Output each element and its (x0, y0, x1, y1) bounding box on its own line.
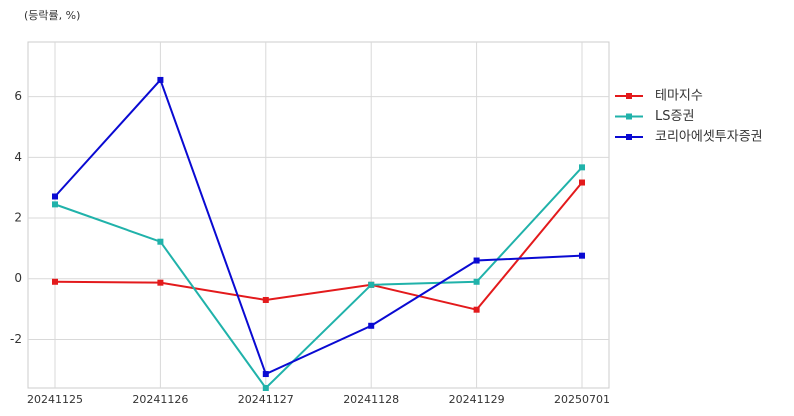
point-marker (473, 257, 480, 264)
y-tick-label: 6 (14, 89, 22, 103)
legend-marker (626, 134, 632, 140)
legend-label: 코리아에셋투자증권 (655, 130, 763, 145)
x-tick-label: 20241129 (449, 393, 505, 406)
point-marker (579, 252, 585, 259)
x-tick-label: 20241127 (238, 393, 294, 406)
point-marker (368, 322, 375, 329)
y-tick-label: 2 (14, 211, 22, 225)
x-tick-label: 20241126 (132, 393, 188, 406)
point-marker (368, 281, 375, 288)
series-line (54, 78, 583, 376)
point-marker (52, 193, 58, 200)
point-marker (473, 306, 480, 313)
point-marker (157, 279, 164, 286)
x-tick-label: 20241125 (27, 393, 83, 406)
x-tick-label: 20250701 (554, 393, 610, 406)
legend-label: 테마지수 (655, 89, 703, 104)
y-tick-label: 4 (14, 150, 22, 164)
y-tick-label: -2 (10, 332, 22, 346)
y-tick-label: 0 (14, 271, 22, 285)
point-marker (157, 238, 164, 245)
legend-marker (626, 93, 632, 99)
plot-frame (27, 41, 610, 389)
x-tick-label: 20241128 (343, 393, 399, 406)
y-axis-label: (등락률, %) (24, 9, 80, 22)
series-line (54, 181, 583, 311)
point-marker (52, 201, 58, 208)
point-marker (579, 164, 585, 171)
series-line (54, 166, 583, 390)
legend-label: LS증권 (655, 109, 694, 124)
point-marker (262, 296, 269, 303)
point-marker (262, 371, 269, 378)
point-marker (473, 278, 480, 285)
point-marker (579, 179, 585, 186)
point-marker (157, 76, 164, 83)
point-marker (262, 385, 269, 391)
legend-marker (626, 113, 632, 120)
point-marker (52, 278, 58, 285)
